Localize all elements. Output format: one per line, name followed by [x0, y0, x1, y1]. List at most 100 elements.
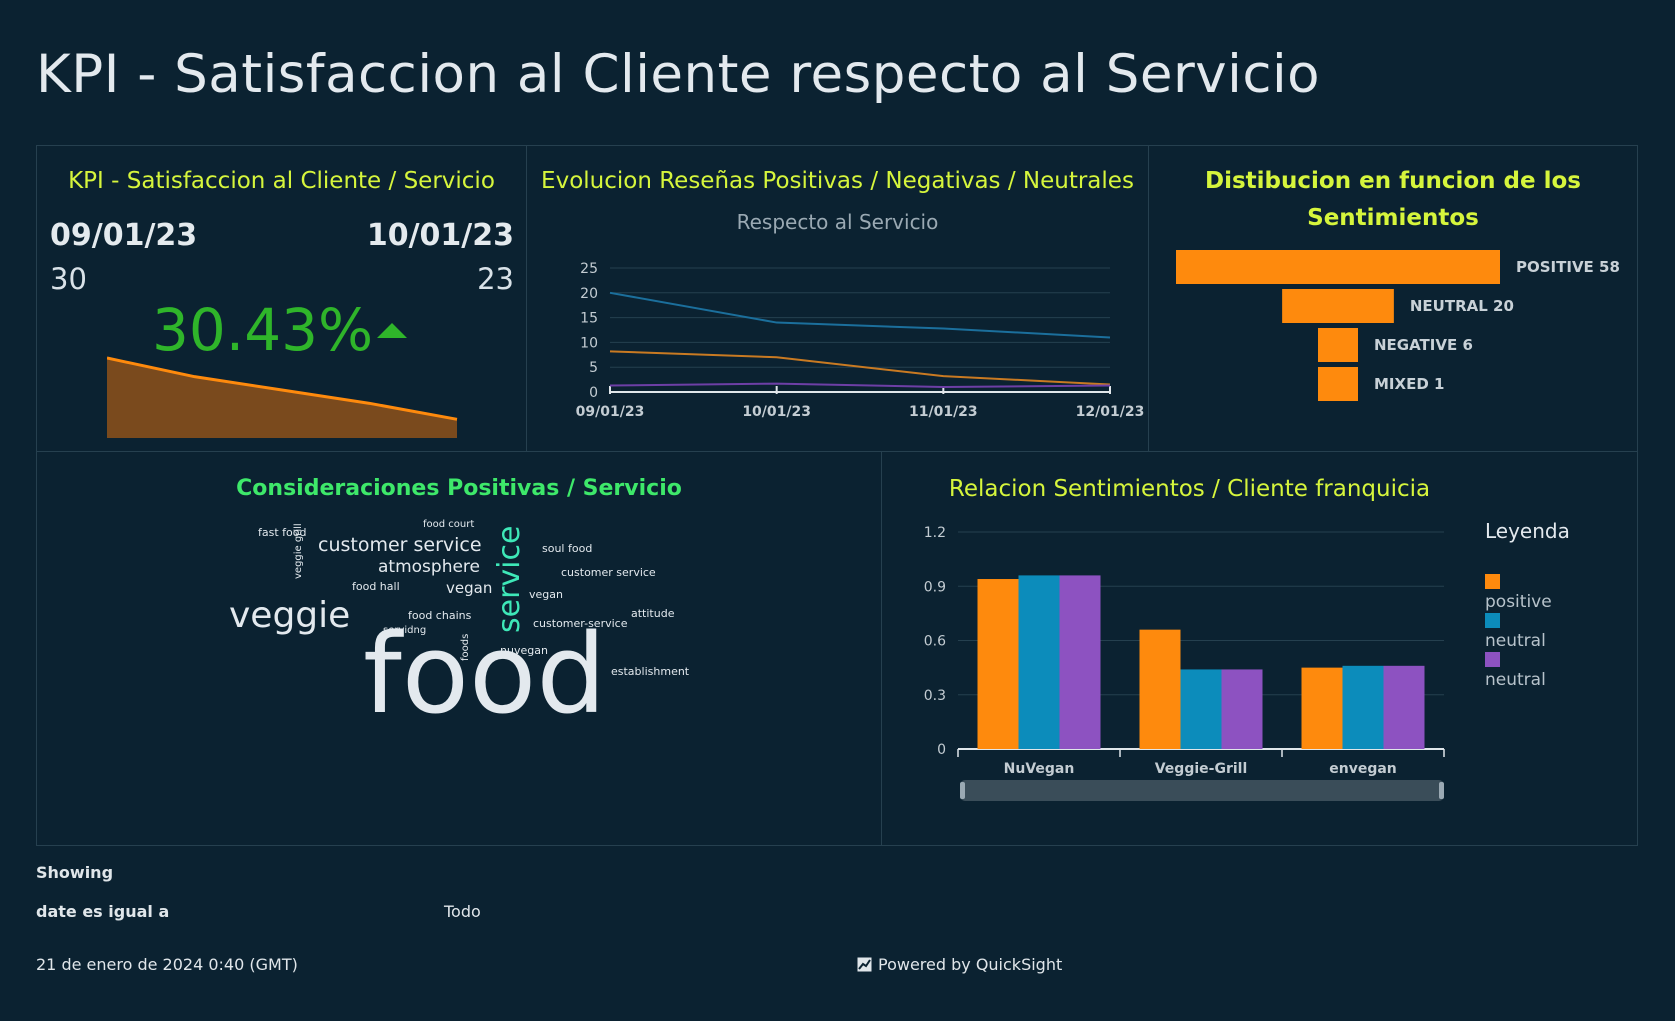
legend-item[interactable]: neutral [1485, 650, 1546, 690]
scrollbar-handle-left [960, 782, 965, 799]
y-tick-label: 20 [580, 286, 598, 302]
x-tick-label: 11/01/23 [909, 404, 978, 420]
y-tick-label: 0.6 [924, 634, 946, 650]
filter-label: date es igual a [36, 902, 170, 921]
y-tick-label: 0.3 [924, 688, 946, 704]
word-cloud-word[interactable]: food court [423, 519, 475, 530]
consideraciones-panel[interactable]: Consideraciones Positivas / Servicio foo… [36, 451, 882, 846]
bar [1383, 665, 1425, 749]
kpi-date-start: 09/01/23 [50, 218, 198, 253]
funnel-bar [1318, 328, 1358, 362]
line-chart: 0 5 10 15 20 25 09/01/23 10/01/23 11/01/23 12/01/… [576, 261, 1145, 420]
word-cloud-word[interactable]: vegan [529, 588, 563, 601]
page-title: KPI - Satisfaccion al Cliente respecto a… [36, 44, 1321, 105]
kpi-title: KPI - Satisfaccion al Cliente / Servicio [68, 168, 495, 194]
evolucion-subtitle: Respecto al Servicio [736, 210, 939, 234]
word-cloud-word[interactable]: servidng [383, 625, 427, 636]
funnel-label: NEUTRAL 20 [1410, 297, 1514, 315]
funnel-chart: POSITIVE 58 NEUTRAL 20 NEGATIVE 6 MIXED 1 [1176, 250, 1620, 401]
chart-scrollbar[interactable] [960, 780, 1444, 801]
word-cloud-word[interactable]: food [363, 610, 607, 738]
bar [1059, 575, 1101, 749]
word-cloud-word[interactable]: attitude [631, 607, 675, 620]
bar-chart: 0 0.3 0.6 0.9 1.2 NuVegan Veggie-Grill envegan [924, 525, 1445, 801]
legend-label: positive [1485, 592, 1552, 612]
word-cloud-word[interactable]: establishment [611, 665, 690, 678]
y-tick-label: 5 [589, 360, 598, 376]
word-cloud-word[interactable]: customer-service [533, 617, 628, 630]
bar [1301, 667, 1343, 749]
y-tick-label: 0.9 [924, 579, 946, 595]
relacion-title: Relacion Sentimientos / Cliente franquic… [948, 476, 1431, 502]
kpi-value-start: 30 [50, 262, 87, 296]
kpi-date-end: 10/01/23 [366, 218, 514, 253]
bar [1221, 669, 1263, 749]
funnel-label: MIXED 1 [1374, 375, 1444, 393]
kpi-percent: 30.43% [152, 296, 374, 364]
word-cloud-word[interactable]: soul food [542, 542, 593, 555]
legend-label: neutral [1485, 631, 1546, 651]
word-cloud-word[interactable]: atmosphere [378, 557, 480, 577]
showing-label: Showing [36, 863, 114, 882]
x-tick-label: 10/01/23 [742, 404, 811, 420]
distribucion-title-line2: Sentimientos [1307, 205, 1479, 231]
y-tick-label: 1.2 [924, 525, 946, 541]
word-cloud-word[interactable]: fast food [258, 526, 307, 539]
word-cloud-word[interactable]: customer service [561, 566, 656, 579]
distribucion-title-line1: Distibucion en funcion de los [1205, 168, 1581, 194]
word-cloud-word[interactable]: food hall [352, 580, 400, 593]
scrollbar-handle-right [1439, 782, 1444, 799]
y-tick-label: 0 [589, 385, 598, 401]
y-tick-label: 25 [580, 261, 598, 277]
x-tick-label: 12/01/23 [1076, 404, 1145, 420]
kpi-panel[interactable]: KPI - Satisfaccion al Cliente / Servicio… [36, 145, 527, 452]
series-line [609, 350, 1111, 386]
word-cloud-word[interactable]: customer service [318, 534, 482, 556]
x-tick-label: Veggie-Grill [1155, 761, 1248, 777]
legend-item[interactable]: neutral [1485, 611, 1546, 651]
x-tick-label: 09/01/23 [576, 404, 645, 420]
word-cloud-word[interactable]: service [492, 525, 527, 633]
y-tick-label: 15 [580, 311, 598, 327]
y-tick-label: 0 [937, 742, 946, 758]
chart-icon [857, 957, 872, 972]
x-tick-label: NuVegan [1004, 761, 1075, 777]
funnel-bar [1318, 367, 1358, 401]
evolucion-panel[interactable]: Evolucion Reseñas Positivas / Negativas … [526, 145, 1149, 452]
legend-swatch [1485, 652, 1500, 667]
bar [1342, 665, 1384, 749]
word-cloud-word[interactable]: foods [460, 633, 471, 661]
relacion-panel[interactable]: Relacion Sentimientos / Cliente franquic… [881, 451, 1638, 846]
series-line [609, 382, 1111, 389]
funnel-label: POSITIVE 58 [1516, 258, 1620, 276]
filter-value: Todo [444, 902, 481, 921]
bar [1139, 629, 1181, 749]
legend-title: Leyenda [1485, 519, 1570, 543]
timestamp: 21 de enero de 2024 0:40 (GMT) [36, 955, 298, 974]
kpi-value-end: 23 [477, 262, 514, 296]
distribucion-panel[interactable]: Distibucion en funcion de los Sentimient… [1148, 145, 1638, 452]
triangle-up-icon [377, 323, 407, 338]
y-tick-label: 10 [580, 335, 598, 351]
sparkline-line [107, 356, 458, 421]
funnel-label: NEGATIVE 6 [1374, 336, 1473, 354]
legend-swatch [1485, 613, 1500, 628]
evolucion-title: Evolucion Reseñas Positivas / Negativas … [541, 168, 1134, 194]
funnel-bar [1282, 289, 1394, 323]
consideraciones-title: Consideraciones Positivas / Servicio [236, 476, 682, 501]
word-cloud: food veggie service customer service atmosph… [37, 452, 881, 845]
word-cloud-word[interactable]: veggie grill [293, 523, 304, 579]
word-cloud-word[interactable]: vegan [446, 579, 493, 597]
legend-label: neutral [1485, 670, 1546, 690]
powered-by[interactable]: Powered by QuickSight [857, 955, 1062, 974]
word-cloud-word[interactable]: veggie [229, 595, 351, 636]
legend-item[interactable]: positive [1485, 572, 1552, 612]
word-cloud-word[interactable]: food chains [408, 609, 472, 622]
series-line [609, 291, 1111, 339]
bar [977, 579, 1019, 749]
word-cloud-word[interactable]: nuvegan [500, 644, 548, 657]
x-tick-label: envegan [1329, 761, 1397, 777]
legend-swatch [1485, 574, 1500, 589]
powered-label: Powered by QuickSight [878, 955, 1063, 974]
bar [1180, 669, 1222, 749]
